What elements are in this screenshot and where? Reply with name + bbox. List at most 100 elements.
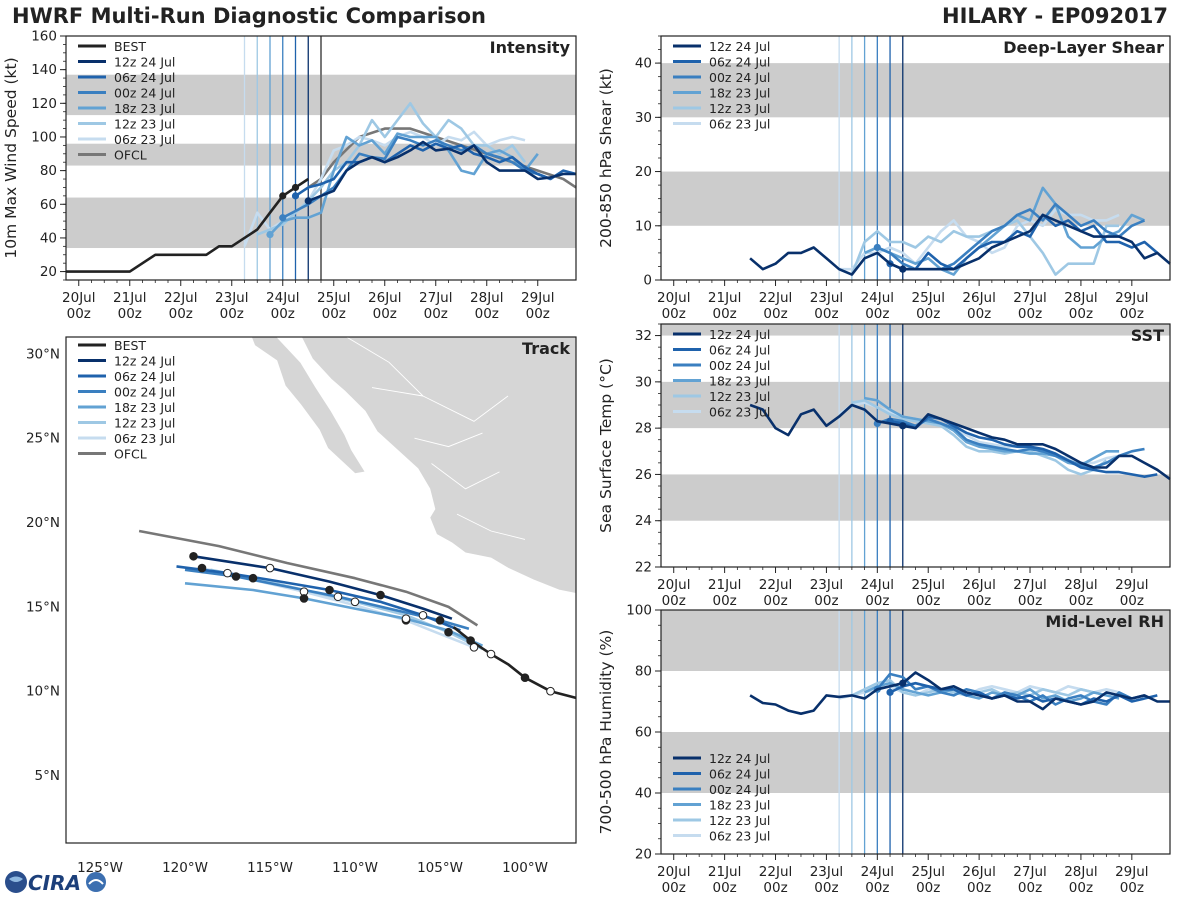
legend-label: 06z 23 Jul (709, 117, 770, 132)
state-border (414, 432, 483, 448)
x-tick-label: 26Jul (962, 864, 995, 880)
chart-title: Deep-Layer Shear (1003, 38, 1164, 57)
series-marker (279, 214, 287, 222)
x-tick-label: 20Jul (657, 577, 690, 593)
y-axis-label: 700-500 hPa Humidity (%) (597, 630, 615, 835)
y-tick-label: 30 (635, 374, 652, 390)
track-position-marker (466, 636, 475, 645)
threshold-band (661, 732, 1170, 793)
track-position-marker (333, 592, 343, 602)
y-tick-label: 120 (31, 96, 57, 112)
map-frame (65, 336, 577, 844)
x-tick-label: 26Jul (962, 577, 995, 593)
x-tick-label: 00z (169, 306, 193, 322)
legend-label: 06z 23 Jul (709, 829, 770, 844)
state-border (345, 337, 424, 397)
legend-label: 18z 23 Jul (709, 86, 770, 101)
x-tick-label: 25Jul (911, 577, 944, 593)
x-tick-label: 00z (662, 593, 686, 609)
x-tick-label: 26Jul (962, 290, 995, 306)
track-line-12z-24-Jul (193, 555, 453, 620)
x-tick-label: 25Jul (317, 290, 350, 306)
legend-label: 18z 23 Jul (114, 400, 175, 415)
x-tick-label: 00z (814, 593, 838, 609)
storm-title: HILARY - EP092017 (942, 4, 1168, 28)
threshold-band (661, 324, 1170, 336)
rh-chart: 2040608010020Jul00z21Jul00z22Jul00z23Jul… (597, 603, 1171, 896)
series-line-BEST (66, 177, 310, 273)
series-marker (873, 243, 881, 252)
legend-label: 12z 23 Jul (114, 416, 175, 431)
series-line-18z-23-Jul (269, 132, 539, 236)
series-line-06z-23-Jul (838, 401, 1120, 465)
track-position-marker (520, 673, 530, 683)
legend-label: 12z 23 Jul (709, 389, 770, 404)
legend-label: 00z 24 Jul (709, 70, 770, 85)
series-line-12z-24-Jul (749, 671, 1170, 716)
legend-label: 06z 23 Jul (114, 431, 175, 446)
legend-label: BEST (114, 338, 146, 353)
x-tick-label: 00z (1018, 306, 1042, 322)
track-position-marker (546, 686, 555, 696)
x-tick-label: 00z (424, 306, 448, 322)
y-tick-label: 20 (635, 164, 652, 180)
series-marker (899, 679, 907, 687)
series-line-12z-23-Jul (850, 219, 1120, 276)
x-tick-label: 00z (1120, 880, 1144, 896)
y-tick-label: 0 (643, 273, 652, 289)
x-tick-label: 00z (814, 880, 838, 896)
x-tick-label: 23Jul (215, 290, 248, 306)
y-tick-label: 24 (635, 513, 652, 529)
track-position-marker (197, 563, 207, 573)
x-tick-label: 29Jul (1115, 577, 1148, 593)
legend-label: 06z 24 Jul (709, 343, 770, 358)
track-position-marker (265, 563, 275, 573)
x-tick-label: 27Jul (1013, 577, 1046, 593)
x-tick-label: 00z (475, 306, 499, 322)
x-tick-label: 00z (916, 593, 940, 609)
y-axis-label: Sea Surface Temp (°C) (597, 358, 615, 533)
x-tick-label: 20Jul (62, 290, 95, 306)
track-position-marker (376, 590, 385, 600)
x-tick-label: 22Jul (759, 577, 792, 593)
track-chart: 5°N 10°N 15°N 20°N 25°N 30°N 125°W 120°W 115°W 11… (26, 336, 577, 876)
y-tick-label: 20 (635, 847, 652, 863)
legend-label: OFCL (114, 447, 147, 462)
lat-tick-label: 5°N (35, 768, 60, 784)
x-tick-label: 00z (1018, 593, 1042, 609)
x-tick-label: 00z (916, 306, 940, 322)
y-tick-label: 30 (635, 110, 652, 126)
x-tick-label: 29Jul (1115, 290, 1148, 306)
x-tick-label: 28Jul (1064, 577, 1097, 593)
x-tick-label: 00z (712, 306, 736, 322)
track-position-marker (486, 649, 496, 659)
legend-label: 12z 23 Jul (709, 813, 770, 828)
x-tick-label: 00z (763, 593, 787, 609)
track-position-marker (248, 573, 258, 583)
legend-label: 00z 24 Jul (114, 385, 175, 400)
logo-wave-icon (88, 879, 104, 885)
x-tick-label: 25Jul (911, 864, 944, 880)
x-tick-label: 27Jul (419, 290, 452, 306)
x-tick-label: 25Jul (911, 290, 944, 306)
legend-label: 18z 23 Jul (709, 798, 770, 813)
x-tick-label: 22Jul (759, 864, 792, 880)
series-marker (279, 192, 287, 200)
run-init-lines (838, 36, 904, 280)
x-tick-label: 00z (712, 593, 736, 609)
x-tick-label: 00z (865, 306, 889, 322)
state-border (431, 463, 500, 490)
legend-label: 12z 23 Jul (709, 101, 770, 116)
track-position-marker (325, 585, 334, 595)
y-tick-label: 80 (635, 664, 652, 680)
y-axis-label: 10m Max Wind Speed (kt) (2, 57, 20, 258)
series-line-06z-24-Jul (294, 142, 577, 197)
x-tick-label: 00z (865, 880, 889, 896)
series-line-06z-24-Jul (889, 681, 1158, 706)
x-tick-label: 00z (967, 880, 991, 896)
rh-series (749, 671, 1170, 716)
x-tick-label: 00z (916, 880, 940, 896)
